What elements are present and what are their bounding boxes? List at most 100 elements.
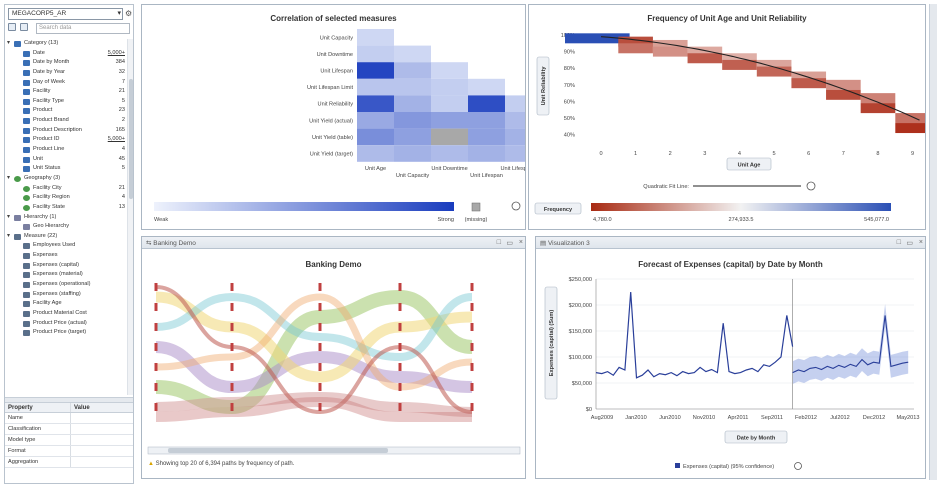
tree-item[interactable]: Product 23	[7, 106, 127, 116]
tree-scrollbar[interactable]	[127, 39, 133, 395]
path-analysis-chart[interactable]	[142, 237, 526, 479]
data-source-menu-icon[interactable]: ⚙	[125, 9, 133, 18]
y-tick-label: 70%	[564, 83, 575, 89]
tree-item[interactable]: Date by Year 32	[7, 68, 127, 78]
x-tick-label: 1	[634, 151, 637, 157]
maximize-icon[interactable]: □	[496, 239, 501, 246]
frequency-panel[interactable]: Frequency of Unit Age and Unit Reliabili…	[528, 4, 926, 230]
expand-icon[interactable]: ▾	[7, 40, 11, 46]
forecast-tab-bar: ▤ Visualization 3 □ ▭ ×	[536, 237, 925, 249]
property-name: Format	[5, 446, 71, 456]
path-node	[230, 283, 234, 291]
measure-icon	[14, 233, 21, 240]
expand-icon[interactable]: ▾	[7, 232, 11, 239]
tree-item-count: 384	[115, 59, 125, 66]
property-row[interactable]: Aggregation	[5, 457, 133, 468]
forecast-panel[interactable]: ▤ Visualization 3 □ ▭ × Forecast of Expe…	[535, 236, 926, 479]
tree-group[interactable]: ▾ Category (13)	[7, 39, 127, 49]
tree-item[interactable]: Product Price (actual)	[7, 319, 127, 329]
tree-item[interactable]: Facility Type 5	[7, 97, 127, 107]
tree-item[interactable]: Expenses (capital)	[7, 261, 127, 271]
x-tick-label: 0	[599, 151, 602, 157]
tree-item[interactable]: Expenses	[7, 251, 127, 261]
path-node	[318, 303, 322, 311]
tree-item-count: 21	[118, 184, 125, 191]
tree-group[interactable]: ▾ Measure (22)	[7, 232, 127, 242]
tree-item[interactable]: Product ID 5,000+	[7, 135, 127, 145]
tree-group[interactable]: ▾ Geography (3)	[7, 174, 127, 184]
property-row[interactable]: Classification	[5, 424, 133, 435]
tree-item[interactable]: Facility 21	[7, 87, 127, 97]
path-node	[398, 403, 402, 411]
refresh-icon[interactable]	[19, 23, 28, 31]
heatmap-cell	[394, 145, 431, 162]
tree-item[interactable]: Product Price (target)	[7, 328, 127, 338]
tree-item[interactable]: Facility City 21	[7, 184, 127, 194]
search-input[interactable]: Search data	[36, 23, 130, 34]
restore-icon[interactable]: ▭	[506, 240, 513, 247]
data-source-select[interactable]: MEGACORP5_AR ▾	[8, 8, 123, 20]
correlation-panel[interactable]: Correlation of selected measures Unit Ca…	[141, 4, 526, 230]
expand-icon[interactable]: ▾	[7, 174, 11, 181]
path-node	[230, 343, 234, 351]
property-row[interactable]: Name	[5, 413, 133, 424]
banking-panel[interactable]: ⇆ Banking Demo □ ▭ × Banking Demo ▲ Show…	[141, 236, 526, 479]
add-data-icon[interactable]	[8, 23, 16, 31]
x-tick-label: 6	[807, 151, 810, 157]
property-value	[71, 413, 77, 423]
path-flow	[155, 285, 473, 415]
tree-item[interactable]: Date by Month 384	[7, 58, 127, 68]
y-axis-badge	[536, 56, 550, 116]
tree-item[interactable]: Product Material Cost	[7, 309, 127, 319]
tree-item-label: Expenses (material)	[33, 271, 83, 278]
scrollbar-thumb[interactable]	[129, 79, 133, 199]
tree-item[interactable]: Product Description 165	[7, 126, 127, 136]
tree-item-count: 2	[121, 117, 125, 124]
tree-item[interactable]: Day of Week 7	[7, 78, 127, 88]
banking-tab-title[interactable]: Banking Demo	[153, 240, 196, 247]
path-node	[470, 343, 474, 351]
close-icon[interactable]: ×	[918, 239, 923, 246]
tree-item[interactable]: Employees Used	[7, 241, 127, 251]
path-node	[230, 323, 234, 331]
heatmap-cell	[431, 145, 468, 162]
frequency-cell	[860, 93, 896, 104]
pane-splitter[interactable]	[5, 397, 133, 403]
property-row[interactable]: Format	[5, 446, 133, 457]
tree-item[interactable]: Facility Age	[7, 299, 127, 309]
forecast-chart[interactable]: $0 $50,000 $100,000 $150,000 $200,000 $250,00…	[536, 237, 926, 479]
tree-item[interactable]: Product Brand 2	[7, 116, 127, 126]
expand-icon[interactable]: ▾	[7, 213, 11, 220]
tree-group[interactable]: ▾ Hierarchy (1)	[7, 213, 127, 223]
tree-item[interactable]: Expenses (operational)	[7, 280, 127, 290]
tree-item[interactable]: Geo Hierarchy	[7, 222, 127, 232]
x-tick-label: Feb2012	[795, 415, 817, 421]
maximize-icon[interactable]: □	[896, 239, 901, 246]
tree-item-label: Product Line	[33, 146, 65, 153]
heatmap-cell	[505, 95, 525, 112]
x-tick-label: 9	[911, 151, 914, 157]
geography-icon	[23, 204, 30, 211]
tree-item[interactable]: Facility State 13	[7, 203, 127, 213]
tree-item[interactable]: Unit Status 5	[7, 164, 127, 174]
row-label: Unit Lifespan	[320, 69, 353, 75]
tree-item[interactable]: Unit 45	[7, 155, 127, 165]
row-label: Unit Yield (target)	[310, 152, 353, 158]
restore-icon[interactable]: ▭	[906, 240, 913, 247]
property-row[interactable]: Model type	[5, 435, 133, 446]
forecast-tab-title[interactable]: Visualization 3	[547, 240, 590, 247]
tree-item[interactable]: Facility Region 4	[7, 193, 127, 203]
y-tick-label: $100,000	[569, 355, 592, 361]
tree-item[interactable]: Date 5,000+	[7, 49, 127, 59]
chevron-down-icon[interactable]: ▾	[117, 10, 121, 17]
x-tick-label: 5	[773, 151, 776, 157]
window-scrollbar[interactable]	[929, 4, 937, 480]
tree-item[interactable]: Expenses (staffing)	[7, 290, 127, 300]
close-icon[interactable]: ×	[518, 239, 523, 246]
tree-item[interactable]: Product Line 4	[7, 145, 127, 155]
category-icon	[23, 166, 30, 173]
category-icon	[23, 108, 30, 115]
tree-item[interactable]: Expenses (material)	[7, 270, 127, 280]
